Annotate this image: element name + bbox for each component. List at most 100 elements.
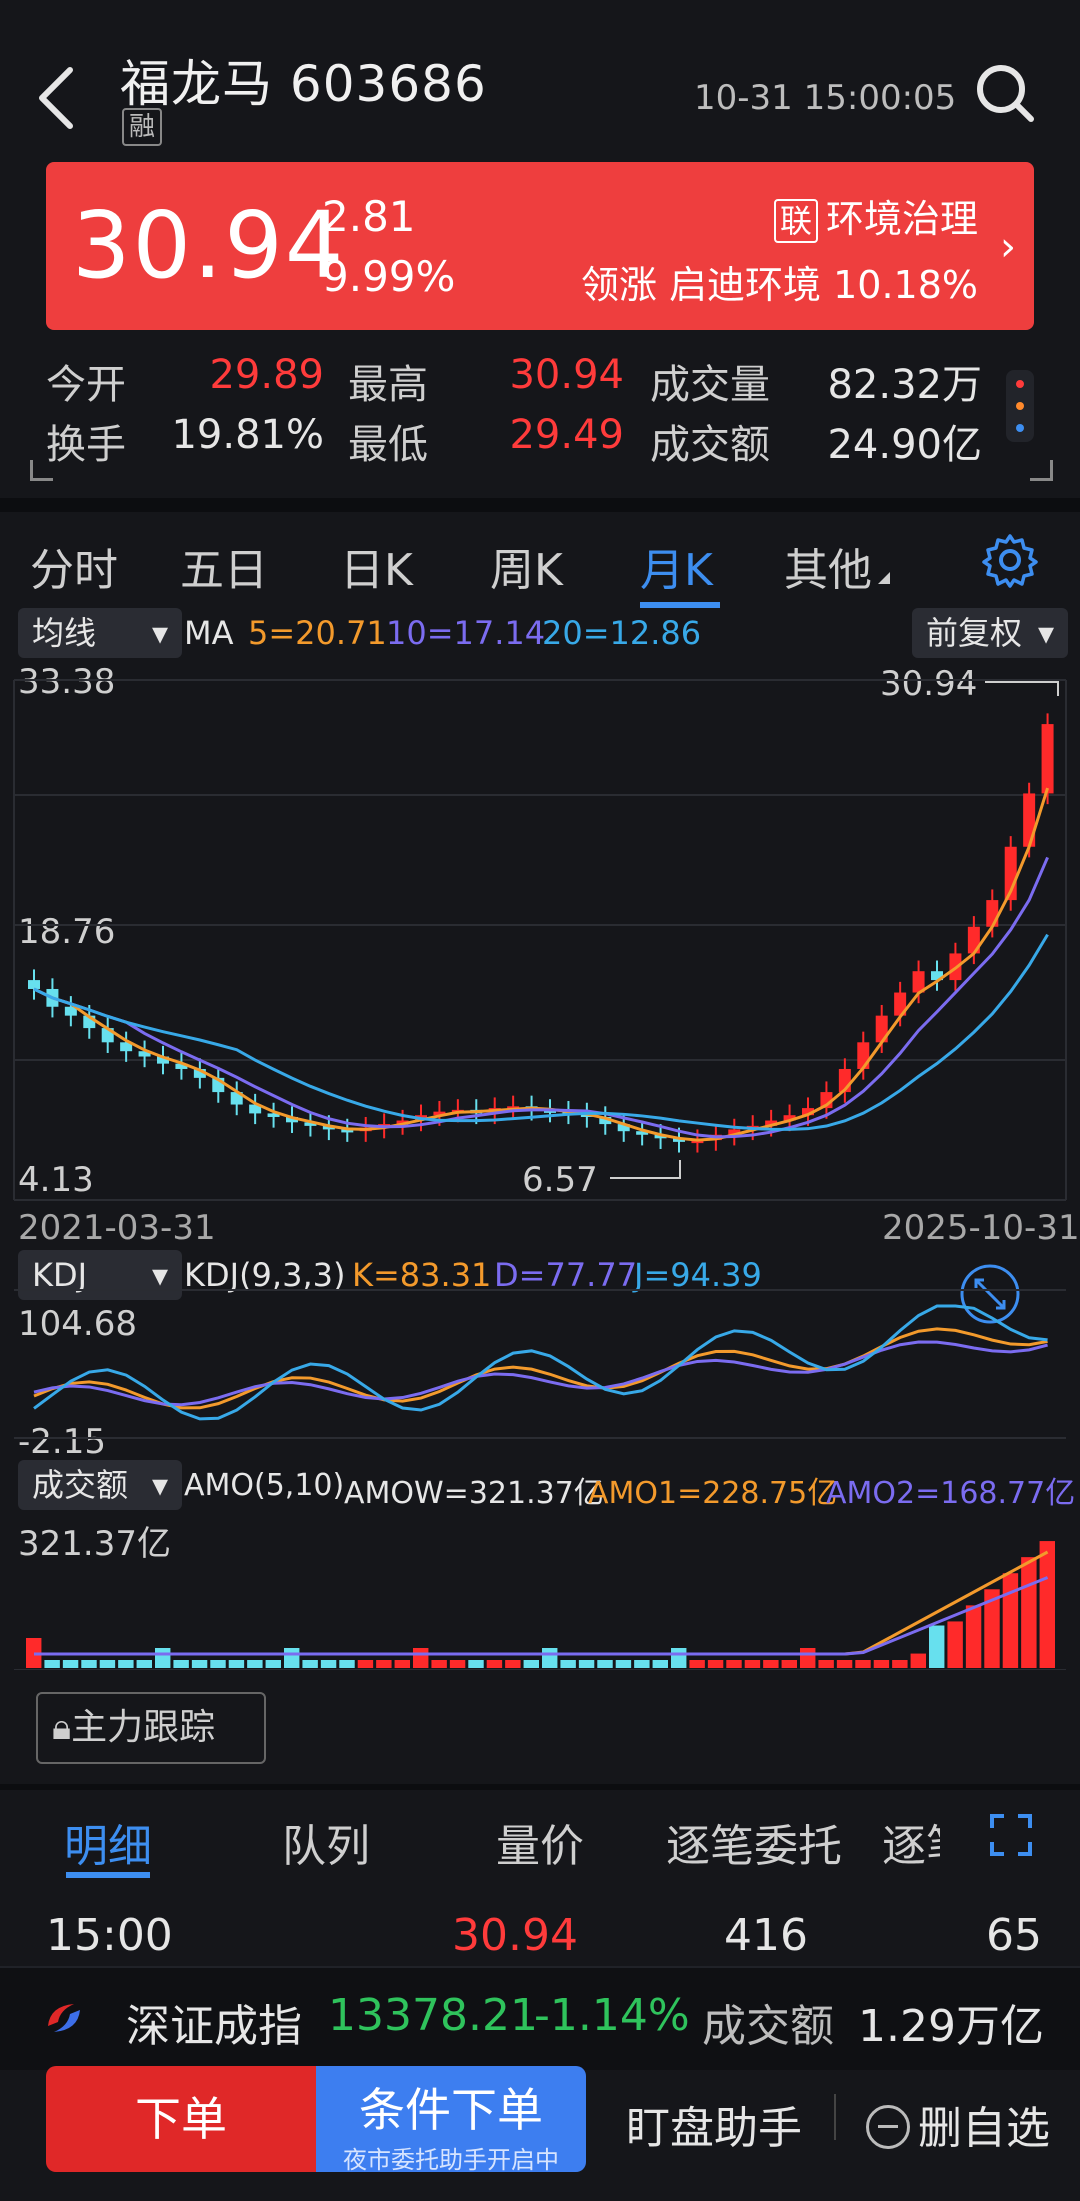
tab-other[interactable]: 其他 bbox=[784, 545, 872, 596]
search-icon[interactable] bbox=[974, 62, 1036, 124]
ma5-value: 5=20.71 bbox=[248, 614, 387, 652]
active-tab-indicator bbox=[66, 1872, 150, 1878]
amo-bar bbox=[910, 1653, 926, 1668]
min-price-label: 6.57 bbox=[522, 1160, 598, 1200]
amo-bar bbox=[265, 1660, 281, 1668]
condition-order-button[interactable]: 条件下单 夜市委托助手开启中 bbox=[316, 2066, 586, 2174]
candle-body bbox=[249, 1104, 262, 1114]
back-arrow-icon[interactable] bbox=[30, 58, 90, 138]
expand-chart-icon[interactable] bbox=[958, 1262, 1022, 1326]
trade-count: 65 bbox=[986, 1910, 1042, 1961]
amo-bar bbox=[44, 1660, 60, 1668]
minus-circle-icon bbox=[866, 2105, 910, 2149]
candle-body bbox=[931, 971, 943, 981]
candle-body bbox=[857, 1042, 870, 1069]
candle-body bbox=[267, 1113, 280, 1117]
main-force-tracker-button[interactable]: 🔒︎主力跟踪 bbox=[36, 1692, 266, 1764]
amo-bar bbox=[560, 1660, 576, 1668]
amo-bar bbox=[1002, 1573, 1019, 1668]
divider bbox=[834, 2094, 836, 2140]
place-order-button[interactable]: 下单 bbox=[46, 2066, 316, 2172]
candle-body bbox=[322, 1125, 335, 1130]
chevron-right-icon[interactable]: › bbox=[1000, 224, 1016, 270]
candle-body bbox=[802, 1108, 814, 1116]
tab-monthly-k[interactable]: 月K bbox=[640, 545, 713, 596]
kdj-selector-label: KDJ bbox=[32, 1256, 88, 1294]
index-bar[interactable]: 深证成指 13378.21 -1.14% 成交额 1.29万亿 bbox=[0, 1966, 1080, 2072]
amo-bar bbox=[836, 1660, 853, 1668]
ma-selector[interactable]: 均线 ▾ bbox=[18, 608, 182, 658]
amo-bar bbox=[468, 1660, 484, 1668]
tab-five-day[interactable]: 五日 bbox=[180, 545, 268, 596]
quote-banner[interactable]: 30.94 2.81 9.99% 联环境治理 领涨 启迪环境 10.18% › bbox=[46, 162, 1034, 330]
candle-body bbox=[286, 1116, 298, 1123]
sector-link[interactable]: 联环境治理 bbox=[773, 188, 978, 243]
corner-left-icon bbox=[30, 460, 53, 481]
max-marker-line bbox=[985, 681, 1059, 696]
tracker-label: 主力跟踪 bbox=[71, 1707, 216, 1748]
stat-label-amount: 成交额 bbox=[650, 422, 770, 468]
candle-body bbox=[120, 1042, 133, 1052]
tab-detail[interactable]: 明细 bbox=[64, 1821, 152, 1872]
tab-tick-by-tick[interactable]: 逐笔 bbox=[882, 1821, 940, 1872]
remove-watchlist-label: 删自选 bbox=[918, 2103, 1050, 2154]
amo-bar bbox=[1039, 1541, 1055, 1668]
stat-label-low: 最低 bbox=[348, 422, 428, 468]
candle-body bbox=[986, 900, 999, 927]
tab-weekly-k[interactable]: 周K bbox=[490, 545, 563, 596]
price-change: 2.81 bbox=[322, 192, 416, 241]
candle-body bbox=[783, 1115, 796, 1121]
adjust-selector-label: 前复权 bbox=[926, 614, 1023, 652]
more-stats-icon[interactable] bbox=[1006, 370, 1034, 442]
kdj-d-value: D=77.77 bbox=[494, 1256, 638, 1294]
price-axis-mid: 18.76 bbox=[18, 912, 116, 952]
index-amount-label: 成交额 bbox=[702, 2001, 834, 2052]
amo-bar bbox=[81, 1660, 97, 1668]
amo-selector[interactable]: 成交额 ▾ bbox=[18, 1460, 182, 1510]
corner-triangle-icon bbox=[878, 572, 890, 584]
kdj-j-line bbox=[33, 1304, 1048, 1421]
candle-body bbox=[1041, 724, 1054, 794]
divider bbox=[0, 498, 1080, 512]
kline-chart[interactable] bbox=[0, 600, 1080, 1670]
ma10-value: 10=17.14 bbox=[386, 614, 546, 652]
caret-down-icon: ▾ bbox=[151, 1256, 168, 1294]
kdj-label: KDJ(9,3,3) bbox=[184, 1256, 346, 1294]
watch-assistant-button[interactable]: 盯盘助手 bbox=[626, 2103, 802, 2154]
settings-gear-icon[interactable] bbox=[982, 532, 1038, 588]
remove-watchlist-button[interactable]: 删自选 bbox=[866, 2092, 1050, 2156]
kdj-j-value: J=94.39 bbox=[634, 1256, 762, 1294]
amo-bar bbox=[726, 1660, 742, 1668]
candle-body bbox=[28, 980, 40, 989]
tab-daily-k[interactable]: 日K bbox=[340, 545, 413, 596]
amo-lines bbox=[34, 1550, 1049, 1656]
tab-timeshare[interactable]: 分时 bbox=[30, 545, 118, 596]
condition-order-label: 条件下单 bbox=[359, 2083, 543, 2137]
stat-value-amount: 24.90亿 bbox=[827, 422, 982, 468]
tab-order-by-order[interactable]: 逐笔委托 bbox=[666, 1821, 842, 1872]
amo-bar bbox=[707, 1660, 724, 1668]
tab-queue[interactable]: 队列 bbox=[282, 1821, 370, 1872]
amo1-value: AMO1=228.75亿 bbox=[588, 1476, 838, 1511]
amo-label: AMO(5,10) bbox=[184, 1468, 345, 1503]
stat-label-high: 最高 bbox=[348, 362, 428, 408]
amo-bar bbox=[228, 1660, 245, 1668]
tab-volume-price[interactable]: 量价 bbox=[496, 1821, 584, 1872]
adjust-selector[interactable]: 前复权 ▾ bbox=[912, 608, 1068, 658]
candle-body bbox=[599, 1116, 612, 1125]
candle-body bbox=[728, 1129, 741, 1135]
amo-bar bbox=[247, 1660, 263, 1668]
caret-down-icon: ▾ bbox=[151, 1466, 168, 1504]
kdj-selector[interactable]: KDJ ▾ bbox=[18, 1250, 182, 1300]
fullscreen-icon[interactable] bbox=[988, 1812, 1034, 1858]
candle-body bbox=[304, 1122, 317, 1126]
kdj-axis-low: -2.15 bbox=[18, 1422, 106, 1462]
candle-body bbox=[636, 1131, 649, 1135]
amo-bar bbox=[523, 1660, 539, 1668]
amo-bar bbox=[413, 1648, 429, 1668]
kdj-lines bbox=[33, 1304, 1048, 1421]
amo-bar bbox=[634, 1660, 650, 1668]
amo-bar bbox=[210, 1660, 226, 1668]
amo2-value: AMO2=168.77亿 bbox=[826, 1476, 1076, 1511]
amo-bar bbox=[357, 1660, 374, 1668]
